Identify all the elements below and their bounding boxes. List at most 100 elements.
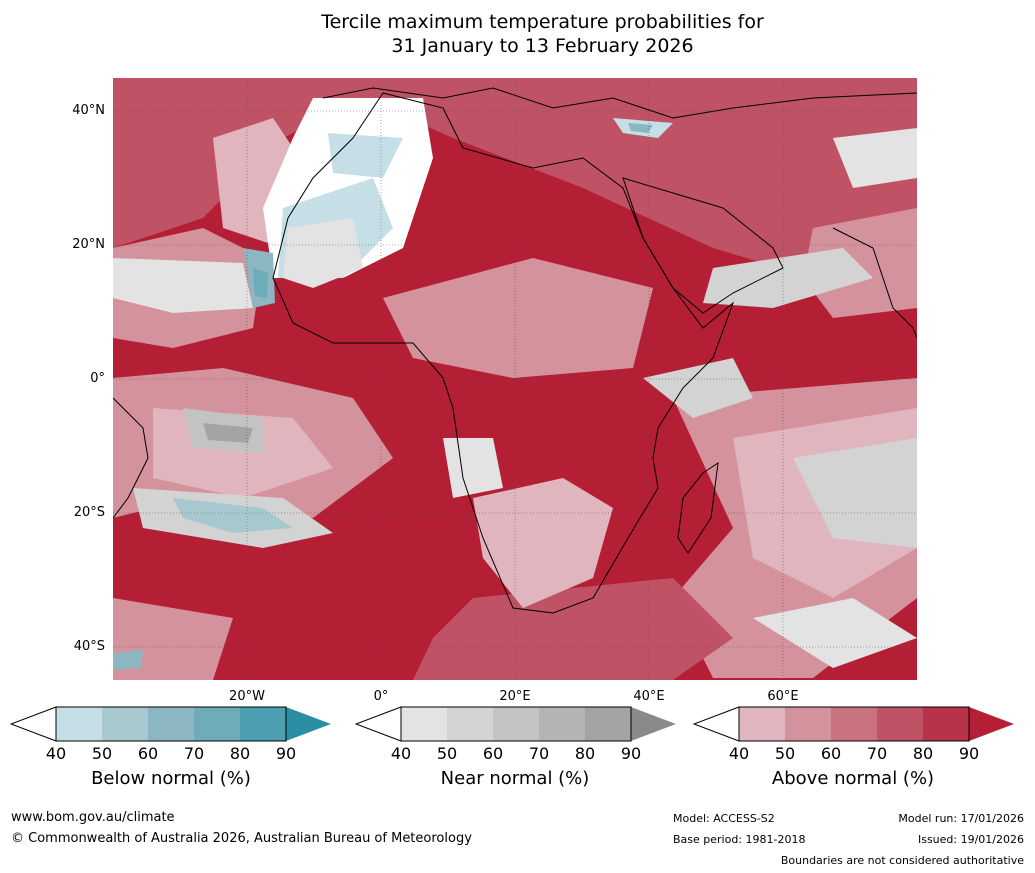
- legend-above-tick: 50: [774, 744, 796, 763]
- shade-zone: [643, 358, 753, 418]
- legend-above-low-arrow: [693, 706, 740, 742]
- legend-below-tick: 40: [45, 744, 67, 763]
- legend-below-swatch: [240, 707, 286, 741]
- legend-above-tick: 90: [958, 744, 980, 763]
- legend-above-normal: [693, 706, 1015, 742]
- map-svg: [113, 78, 917, 680]
- chart-title: Tercile maximum temperature probabilitie…: [0, 10, 1035, 58]
- legend-above-tick: 70: [866, 744, 888, 763]
- legend-below-tick: 70: [183, 744, 205, 763]
- shade-zone: [703, 248, 873, 308]
- base-period: Base period: 1981-2018: [673, 833, 806, 846]
- shade-zone: [113, 650, 143, 670]
- legend-above-swatch: [831, 707, 877, 741]
- legend-below-colorbar: [10, 706, 331, 742]
- model-name: Model: ACCESS-S2: [673, 812, 775, 825]
- legend-near-colorbar: [355, 706, 676, 742]
- legend-near-outline: [400, 706, 632, 742]
- lat-label-0: 0°: [90, 371, 105, 386]
- boundaries-disclaimer: Boundaries are not considered authoritat…: [780, 854, 1024, 867]
- legend-below-swatch: [56, 707, 102, 741]
- legend-below-tick: 80: [229, 744, 251, 763]
- shade-zone: [253, 268, 268, 298]
- model-run-date: Model run: 17/01/2026: [898, 812, 1024, 825]
- copyright-text: © Commonwealth of Australia 2026, Austra…: [11, 831, 472, 846]
- lon-label-40e: 40°E: [633, 689, 665, 704]
- shade-zone: [628, 123, 653, 133]
- legend-near-tick: 50: [436, 744, 458, 763]
- legend-above-tick: 80: [912, 744, 934, 763]
- india-coastline: [832, 227, 917, 339]
- shade-zone: [413, 578, 733, 680]
- title-line-1: Tercile maximum temperature probabilitie…: [321, 11, 764, 33]
- legend-near-swatch: [493, 707, 539, 741]
- issued-date: Issued: 19/01/2026: [917, 833, 1024, 846]
- legend-below-tick: 60: [137, 744, 159, 763]
- lat-label-40n: 40°N: [72, 103, 105, 118]
- legend-below-low-arrow: [10, 706, 57, 742]
- africa-coastline: [272, 92, 735, 614]
- legend-near-tick: 80: [574, 744, 596, 763]
- shade-zone: [113, 78, 917, 278]
- legend-above-high-arrow: [969, 707, 1014, 741]
- shade-zone: [753, 598, 917, 668]
- shade-zone: [203, 423, 253, 443]
- legend-near-swatch: [447, 707, 493, 741]
- legend-below-tick: 90: [275, 744, 297, 763]
- legend-below-tick: 50: [91, 744, 113, 763]
- shade-zone: [113, 598, 233, 680]
- lat-label-20s: 20°S: [73, 505, 105, 520]
- legend-above-swatch: [739, 707, 785, 741]
- website-link[interactable]: www.bom.gov.au/climate: [11, 810, 175, 825]
- europe-coastline: [322, 87, 917, 119]
- shade-zone: [793, 438, 917, 548]
- legend-near-tick: 70: [528, 744, 550, 763]
- legend-near-swatch: [585, 707, 631, 741]
- legend-near-tick: 60: [482, 744, 504, 763]
- shade-zone: [173, 498, 293, 533]
- legend-below-swatch: [148, 707, 194, 741]
- legend-near-tick: 40: [390, 744, 412, 763]
- arabia-coastline: [622, 177, 784, 314]
- shade-zone: [113, 258, 253, 313]
- shade-zone: [283, 218, 363, 288]
- shade-zone: [803, 208, 917, 318]
- legend-near-low-arrow: [355, 706, 402, 742]
- coastlines: [113, 87, 917, 614]
- probability-map[interactable]: [113, 78, 917, 680]
- legend-below-swatch: [102, 707, 148, 741]
- near-normal-shading: [113, 128, 917, 668]
- shade-zone: [383, 258, 653, 378]
- legend-near-swatch: [401, 707, 447, 741]
- shade-zone: [833, 128, 917, 188]
- title-line-2: 31 January to 13 February 2026: [391, 35, 694, 57]
- legend-above-outline: [738, 706, 970, 742]
- lat-label-40s: 40°S: [73, 639, 105, 654]
- legend-below-outline: [55, 706, 287, 742]
- legend-above-swatch: [877, 707, 923, 741]
- legend-above-swatch: [785, 707, 831, 741]
- legend-near-normal: [355, 706, 677, 742]
- legend-near-tick: 90: [620, 744, 642, 763]
- legend-near-high-arrow: [631, 707, 676, 741]
- shade-zone: [473, 478, 613, 608]
- madagascar-coastline: [677, 461, 719, 554]
- south-america-coastline: [113, 397, 149, 519]
- legend-below-high-arrow: [286, 707, 331, 741]
- legend-below-swatch: [194, 707, 240, 741]
- graticule: [113, 78, 917, 680]
- legend-above-colorbar: [693, 706, 1014, 742]
- legend-below-normal: [10, 706, 332, 742]
- legend-below-title: Below normal (%): [91, 768, 251, 789]
- lon-label-20e: 20°E: [499, 689, 531, 704]
- legend-near-title: Near normal (%): [440, 768, 590, 789]
- legend-above-swatch: [923, 707, 969, 741]
- lat-label-20n: 20°N: [72, 237, 105, 252]
- lon-label-0: 0°: [373, 689, 389, 704]
- legend-above-tick: 60: [820, 744, 842, 763]
- shade-zone: [443, 438, 503, 498]
- lon-label-20w: 20°W: [229, 689, 265, 704]
- legend-above-tick: 40: [728, 744, 750, 763]
- lon-label-60e: 60°E: [767, 689, 799, 704]
- legend-near-swatch: [539, 707, 585, 741]
